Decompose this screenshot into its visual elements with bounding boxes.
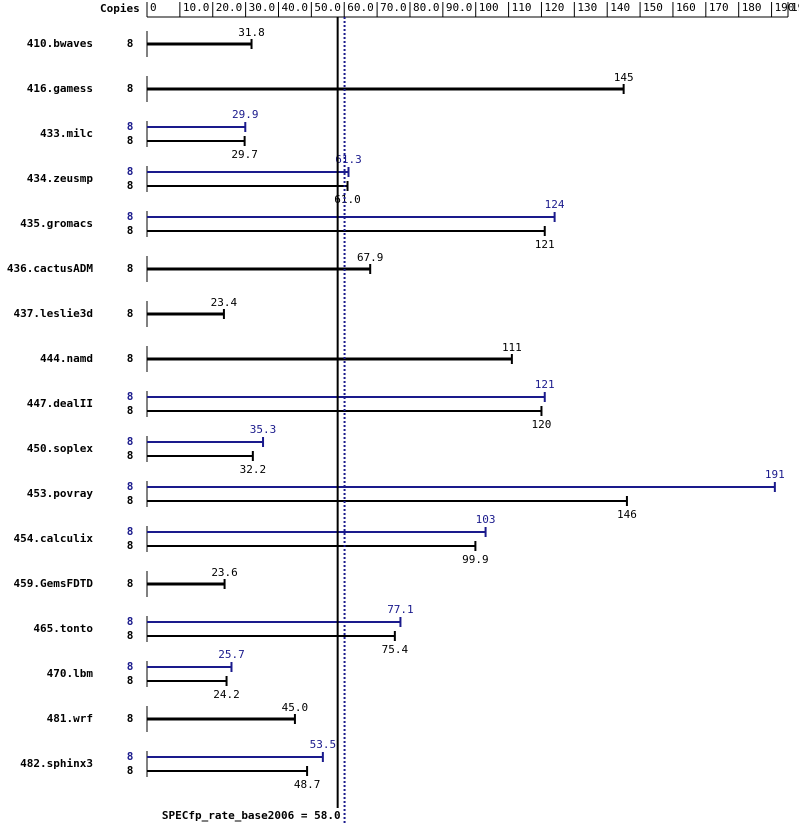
value-label: 146 — [617, 508, 637, 521]
x-tick-label: 90.0 — [446, 1, 473, 14]
value-label: 67.9 — [357, 251, 384, 264]
x-tick-label: 150 — [643, 1, 663, 14]
category-label: 482.sphinx3 — [20, 757, 93, 770]
x-tick-label: 80.0 — [413, 1, 440, 14]
copies-label: 8 — [127, 37, 134, 50]
value-label: 111 — [502, 341, 522, 354]
value-label: 29.7 — [231, 148, 258, 161]
category-label: 436.cactusADM — [7, 262, 93, 275]
copies-label: 8 — [127, 82, 134, 95]
category-label: 450.soplex — [27, 442, 94, 455]
value-label: 53.5 — [310, 738, 337, 751]
x-tick-label: 190 — [775, 1, 795, 14]
copies-label: 8 — [127, 480, 134, 493]
value-label: 45.0 — [282, 701, 309, 714]
value-label: 24.2 — [213, 688, 240, 701]
category-label: 470.lbm — [47, 667, 94, 680]
category-label: 481.wrf — [47, 712, 93, 725]
copies-label: 8 — [127, 750, 134, 763]
category-label: 434.zeusmp — [27, 172, 94, 185]
copies-label: 8 — [127, 390, 134, 403]
copies-header: Copies — [100, 2, 140, 15]
category-label: 444.namd — [40, 352, 93, 365]
value-label: 121 — [535, 378, 555, 391]
x-tick-label: 160 — [676, 1, 696, 14]
x-tick-label: 170 — [709, 1, 729, 14]
copies-label: 8 — [127, 539, 134, 552]
copies-label: 8 — [127, 712, 134, 725]
category-label: 459.GemsFDTD — [14, 577, 94, 590]
copies-label: 8 — [127, 764, 134, 777]
value-label: 124 — [545, 198, 565, 211]
value-label: 31.8 — [238, 26, 265, 39]
copies-label: 8 — [127, 449, 134, 462]
x-tick-label: 140 — [610, 1, 630, 14]
value-label: 120 — [532, 418, 552, 431]
copies-label: 8 — [127, 210, 134, 223]
value-label: 191 — [765, 468, 785, 481]
copies-label: 8 — [127, 224, 134, 237]
value-label: 77.1 — [387, 603, 414, 616]
value-label: 121 — [535, 238, 555, 251]
value-label: 23.4 — [211, 296, 238, 309]
copies-label: 8 — [127, 525, 134, 538]
x-tick-label: 50.0 — [314, 1, 341, 14]
copies-label: 8 — [127, 179, 134, 192]
value-label: 145 — [614, 71, 634, 84]
copies-label: 8 — [127, 494, 134, 507]
x-tick-label: 0 — [150, 1, 157, 14]
value-label: 23.6 — [211, 566, 238, 579]
value-label: 99.9 — [462, 553, 489, 566]
value-label: 61.0 — [334, 193, 361, 206]
category-label: 437.leslie3d — [14, 307, 93, 320]
x-tick-label: 130 — [577, 1, 597, 14]
category-label: 435.gromacs — [20, 217, 93, 230]
value-label: 29.9 — [232, 108, 259, 121]
value-label: 32.2 — [240, 463, 267, 476]
category-label: 454.calculix — [14, 532, 94, 545]
category-label: 453.povray — [27, 487, 94, 500]
x-tick-label: 120 — [544, 1, 564, 14]
x-tick-label: 110 — [512, 1, 532, 14]
copies-label: 8 — [127, 660, 134, 673]
copies-label: 8 — [127, 674, 134, 687]
copies-label: 8 — [127, 352, 134, 365]
x-tick-label: 30.0 — [249, 1, 276, 14]
x-tick-label: 60.0 — [347, 1, 374, 14]
copies-label: 8 — [127, 577, 134, 590]
copies-label: 8 — [127, 307, 134, 320]
value-label: 35.3 — [250, 423, 277, 436]
copies-label: 8 — [127, 120, 134, 133]
value-label: 75.4 — [382, 643, 409, 656]
category-label: 416.gamess — [27, 82, 93, 95]
x-tick-label: 195 — [791, 1, 799, 14]
category-label: 433.milc — [40, 127, 93, 140]
copies-label: 8 — [127, 165, 134, 178]
category-label: 410.bwaves — [27, 37, 93, 50]
copies-label: 8 — [127, 629, 134, 642]
category-label: 447.dealII — [27, 397, 93, 410]
x-tick-label: 20.0 — [216, 1, 243, 14]
copies-label: 8 — [127, 435, 134, 448]
value-label: 48.7 — [294, 778, 321, 791]
reference-label: SPECfp_rate_base2006 = 58.0 — [162, 809, 341, 822]
value-label: 61.3 — [335, 153, 362, 166]
copies-label: 8 — [127, 134, 134, 147]
x-tick-label: 100 — [479, 1, 499, 14]
value-label: 103 — [476, 513, 496, 526]
x-tick-label: 180 — [742, 1, 762, 14]
x-tick-label: 10.0 — [183, 1, 210, 14]
value-label: 25.7 — [218, 648, 245, 661]
copies-label: 8 — [127, 262, 134, 275]
x-tick-label: 70.0 — [380, 1, 407, 14]
copies-label: 8 — [127, 615, 134, 628]
category-label: 465.tonto — [33, 622, 93, 635]
copies-label: 8 — [127, 404, 134, 417]
x-tick-label: 40.0 — [281, 1, 308, 14]
